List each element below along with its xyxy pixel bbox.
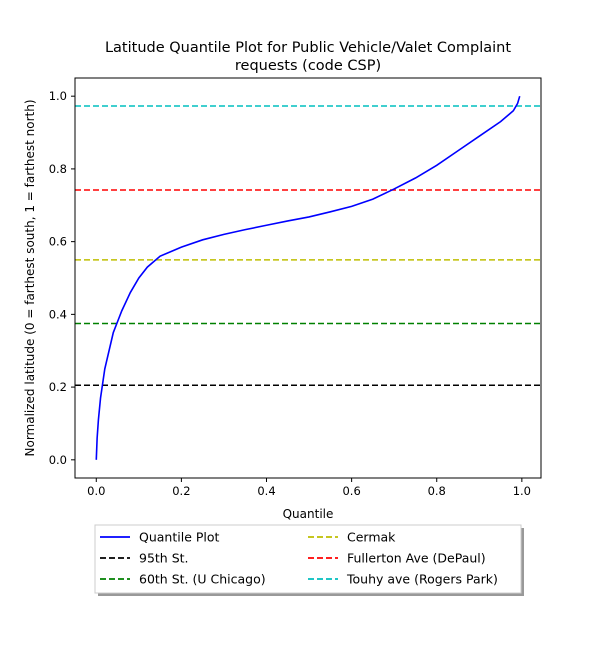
chart-title-line1: Latitude Quantile Plot for Public Vehicl… xyxy=(105,40,511,56)
legend-label-1: 95th St. xyxy=(139,551,189,566)
legend: Quantile Plot 95th St. 60th St. (U Chicago… xyxy=(94,524,524,596)
plot-frame xyxy=(74,77,542,479)
x-tick-label-5: 1.0 xyxy=(513,484,531,498)
y-tick-label-1: 0.2 xyxy=(49,380,67,394)
x-tick-label-3: 0.6 xyxy=(342,484,360,498)
series-line-0 xyxy=(95,95,521,460)
y-tick-label-5: 1.0 xyxy=(49,89,67,103)
y-tick-label-0: 0.0 xyxy=(49,453,67,467)
x-tick-label-4: 0.8 xyxy=(428,484,446,498)
y-axis-label: Normalized latitude (0 = farthest south,… xyxy=(23,100,37,457)
reference-lines xyxy=(75,105,541,387)
series-layer xyxy=(95,95,521,460)
x-tick-label-1: 0.2 xyxy=(172,484,190,498)
legend-label-3: Cermak xyxy=(347,530,396,545)
chart-title-line2: requests (code CSP) xyxy=(235,58,381,74)
legend-label-2: 60th St. (U Chicago) xyxy=(139,572,266,587)
y-tick-label-4: 0.8 xyxy=(49,162,67,176)
y-tick-label-3: 0.6 xyxy=(49,235,67,249)
x-axis-label: Quantile xyxy=(283,507,334,521)
legend-label-0: Quantile Plot xyxy=(139,530,220,545)
x-axis-ticks: 0.0 0.2 0.4 0.6 0.8 1.0 xyxy=(87,478,531,498)
y-axis-ticks: 0.0 0.2 0.4 0.6 0.8 1.0 xyxy=(49,89,75,467)
x-tick-label-2: 0.4 xyxy=(257,484,275,498)
x-tick-label-0: 0.0 xyxy=(87,484,105,498)
legend-label-4: Fullerton Ave (DePaul) xyxy=(347,551,486,566)
legend-items: Quantile Plot 95th St. 60th St. (U Chicago… xyxy=(100,530,498,587)
y-tick-label-2: 0.4 xyxy=(49,307,67,321)
plot-area xyxy=(75,78,541,478)
legend-label-5: Touhy ave (Rogers Park) xyxy=(346,572,498,587)
